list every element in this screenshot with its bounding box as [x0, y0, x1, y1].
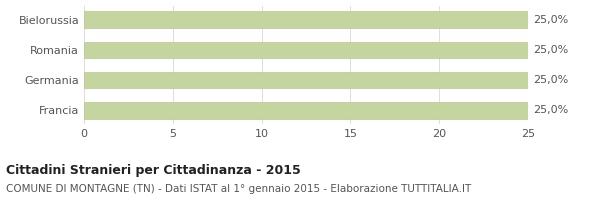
- Bar: [84, 102, 528, 119]
- Text: 25,0%: 25,0%: [533, 45, 569, 55]
- Bar: [84, 72, 528, 88]
- Text: COMUNE DI MONTAGNE (TN) - Dati ISTAT al 1° gennaio 2015 - Elaborazione TUTTITALI: COMUNE DI MONTAGNE (TN) - Dati ISTAT al …: [6, 184, 471, 194]
- Bar: [84, 11, 528, 28]
- Text: Cittadini Stranieri per Cittadinanza - 2015: Cittadini Stranieri per Cittadinanza - 2…: [6, 164, 301, 177]
- Text: 25,0%: 25,0%: [533, 105, 569, 115]
- Text: 25,0%: 25,0%: [533, 75, 569, 85]
- Text: 25,0%: 25,0%: [533, 15, 569, 25]
- Bar: [84, 42, 528, 58]
